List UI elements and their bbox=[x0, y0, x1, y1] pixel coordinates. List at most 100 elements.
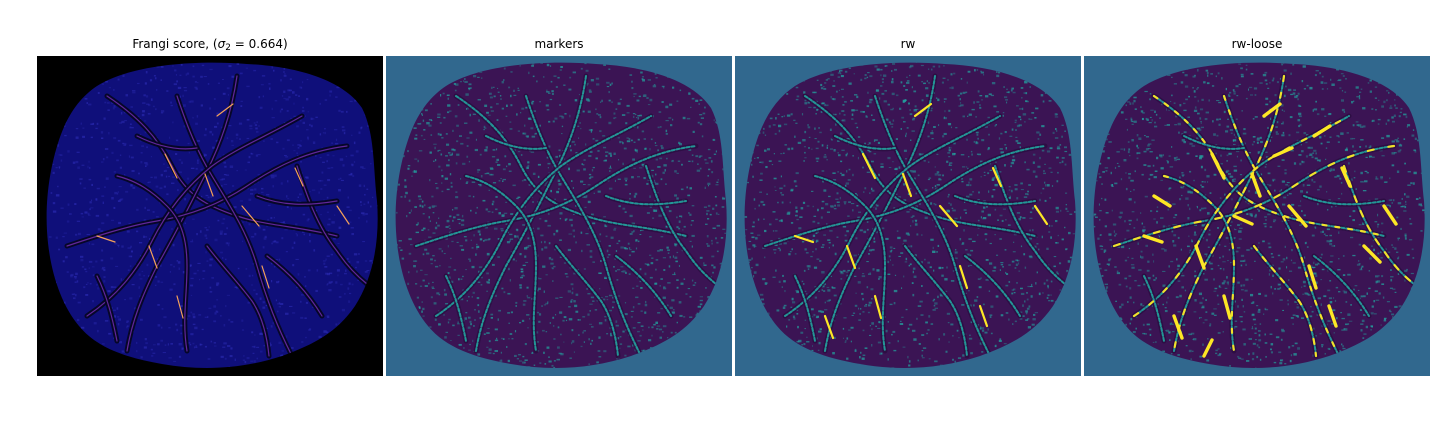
texture-speckle bbox=[830, 148, 833, 150]
texture-speckle bbox=[228, 125, 232, 127]
texture-speckle bbox=[451, 240, 454, 243]
texture-speckle bbox=[761, 161, 764, 164]
texture-speckle bbox=[989, 169, 993, 171]
texture-speckle bbox=[519, 322, 522, 324]
texture-speckle bbox=[629, 74, 633, 76]
texture-speckle bbox=[702, 112, 706, 115]
texture-speckle bbox=[1024, 121, 1026, 123]
texture-speckle bbox=[985, 259, 989, 261]
texture-speckle bbox=[599, 273, 602, 274]
texture-speckle bbox=[201, 64, 205, 67]
texture-speckle bbox=[238, 122, 243, 125]
texture-speckle bbox=[804, 157, 807, 159]
texture-speckle bbox=[764, 134, 767, 136]
texture-speckle bbox=[202, 270, 206, 272]
texture-speckle bbox=[613, 227, 617, 229]
texture-speckle bbox=[624, 177, 628, 181]
texture-speckle bbox=[662, 331, 664, 333]
texture-speckle bbox=[544, 246, 548, 249]
texture-speckle bbox=[697, 306, 701, 308]
texture-speckle bbox=[101, 343, 105, 345]
texture-speckle bbox=[123, 144, 126, 146]
texture-speckle bbox=[213, 342, 216, 344]
texture-speckle bbox=[606, 81, 610, 84]
texture-speckle bbox=[939, 293, 943, 296]
texture-speckle bbox=[449, 227, 451, 230]
texture-speckle bbox=[533, 364, 536, 366]
texture-speckle bbox=[328, 289, 332, 292]
texture-speckle bbox=[192, 218, 195, 220]
texture-speckle bbox=[833, 336, 836, 339]
texture-speckle bbox=[296, 152, 298, 154]
texture-speckle bbox=[812, 91, 815, 94]
texture-speckle bbox=[1029, 286, 1033, 288]
texture-speckle bbox=[513, 89, 515, 92]
texture-speckle bbox=[1008, 281, 1011, 283]
texture-speckle bbox=[976, 153, 979, 155]
texture-speckle bbox=[474, 319, 476, 321]
texture-speckle bbox=[90, 207, 94, 209]
texture-speckle bbox=[126, 320, 129, 322]
texture-speckle bbox=[618, 159, 620, 161]
texture-speckle bbox=[1021, 97, 1023, 99]
texture-speckle bbox=[570, 299, 574, 301]
texture-speckle bbox=[150, 156, 152, 158]
texture-speckle bbox=[458, 278, 460, 281]
texture-speckle bbox=[962, 354, 966, 357]
texture-speckle bbox=[80, 258, 84, 262]
texture-speckle bbox=[501, 287, 504, 290]
texture-speckle bbox=[239, 72, 243, 75]
texture-speckle bbox=[60, 154, 63, 156]
texture-speckle bbox=[643, 138, 646, 140]
texture-speckle bbox=[80, 255, 84, 258]
texture-speckle bbox=[804, 102, 808, 105]
texture-speckle bbox=[957, 357, 962, 359]
texture-speckle bbox=[306, 79, 309, 81]
texture-speckle bbox=[933, 126, 936, 128]
texture-speckle bbox=[408, 271, 410, 274]
texture-speckle bbox=[895, 167, 898, 171]
texture-speckle bbox=[638, 95, 641, 98]
texture-speckle bbox=[630, 310, 634, 312]
texture-speckle bbox=[983, 174, 986, 176]
texture-speckle bbox=[992, 270, 996, 272]
texture-speckle bbox=[963, 209, 967, 211]
texture-speckle bbox=[699, 256, 703, 259]
texture-speckle bbox=[601, 99, 603, 103]
texture-speckle bbox=[867, 149, 870, 152]
texture-speckle bbox=[920, 314, 924, 316]
texture-speckle bbox=[977, 199, 980, 201]
texture-speckle bbox=[515, 301, 518, 304]
texture-speckle bbox=[866, 261, 869, 263]
texture-speckle bbox=[823, 234, 826, 236]
texture-speckle bbox=[439, 122, 442, 124]
texture-speckle bbox=[983, 206, 986, 209]
texture-speckle bbox=[361, 212, 365, 215]
texture-speckle bbox=[821, 200, 825, 203]
texture-speckle bbox=[583, 330, 586, 332]
texture-speckle bbox=[522, 355, 525, 358]
texture-speckle bbox=[352, 174, 355, 177]
texture-speckle bbox=[571, 329, 574, 332]
texture-speckle bbox=[791, 297, 794, 301]
texture-speckle bbox=[841, 173, 845, 177]
texture-speckle bbox=[478, 266, 483, 269]
texture-speckle bbox=[993, 105, 997, 108]
texture-speckle bbox=[403, 155, 405, 158]
texture-speckle bbox=[873, 237, 875, 240]
texture-speckle bbox=[290, 347, 294, 349]
texture-speckle bbox=[1038, 248, 1040, 251]
texture-speckle bbox=[991, 178, 995, 181]
texture-speckle bbox=[1024, 161, 1026, 164]
texture-speckle bbox=[598, 272, 602, 274]
texture-speckle bbox=[259, 297, 262, 300]
texture-speckle bbox=[842, 225, 847, 228]
texture-speckle bbox=[155, 216, 159, 218]
texture-speckle bbox=[869, 75, 873, 78]
texture-speckle bbox=[559, 115, 563, 117]
texture-speckle bbox=[675, 260, 678, 263]
texture-speckle bbox=[485, 146, 488, 149]
texture-speckle bbox=[581, 163, 583, 165]
texture-speckle bbox=[717, 179, 719, 181]
texture-speckle bbox=[937, 295, 939, 299]
